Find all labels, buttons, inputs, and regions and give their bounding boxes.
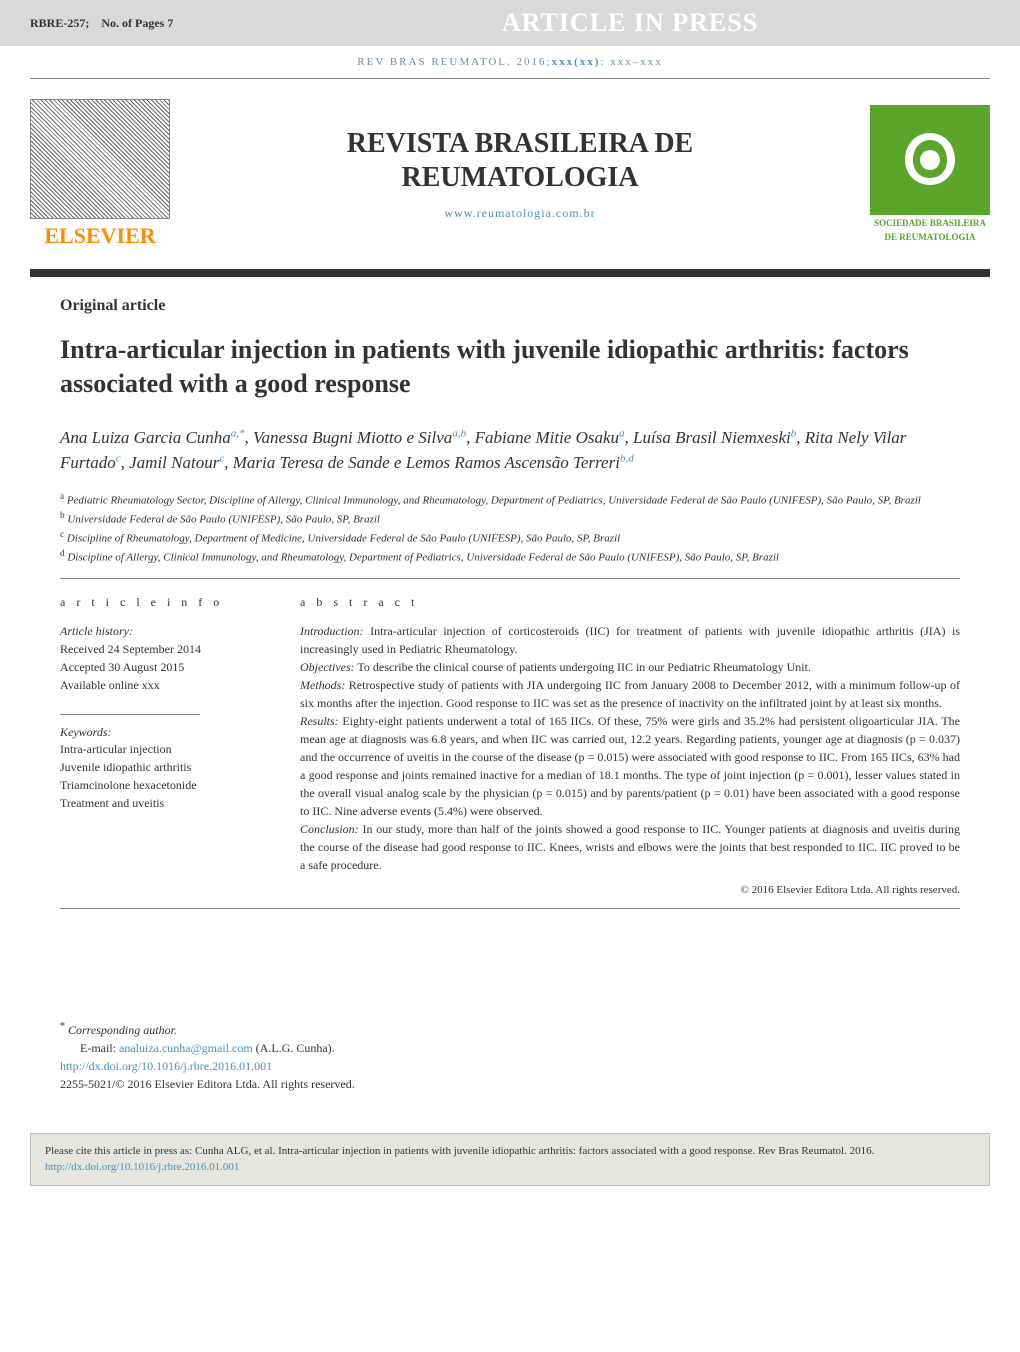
email-label: E-mail: xyxy=(80,1041,116,1055)
citation-vol: xxx(xx) xyxy=(552,56,601,68)
conclusion-label: Conclusion: xyxy=(300,822,359,836)
keyword: Triamcinolone hexacetonide xyxy=(60,776,260,794)
abstract-heading: a b s t r a c t xyxy=(300,595,960,610)
affiliation-line: c Discipline of Rheumatology, Department… xyxy=(60,528,960,547)
corresponding-author-block: * Corresponding author. E-mail: analuiza… xyxy=(60,1019,960,1093)
article-in-press-banner: ARTICLE IN PRESS xyxy=(270,8,990,38)
doc-id-block: RBRE-257; No. of Pages 7 xyxy=(30,16,270,31)
society-logo: SOCIEDADE BRASILEIRA DE REUMATOLOGIA xyxy=(870,105,990,243)
running-citation: REV BRAS REUMATOL. 2016;xxx(xx): xxx–xxx xyxy=(0,46,1020,78)
society-logo-icon xyxy=(870,105,990,215)
affiliation-line: d Discipline of Allergy, Clinical Immuno… xyxy=(60,547,960,566)
history-label: Article history: xyxy=(60,622,260,640)
methods-label: Methods: xyxy=(300,678,345,692)
rule-below-abstract xyxy=(60,908,960,909)
keywords-list: Intra-articular injectionJuvenile idiopa… xyxy=(60,740,260,812)
info-abstract-columns: a r t i c l e i n f o Article history: R… xyxy=(60,595,960,896)
journal-header: ELSEVIER REVISTA BRASILEIRA DE REUMATOLO… xyxy=(0,79,1020,269)
objectives-label: Objectives: xyxy=(300,660,355,674)
intro-label: Introduction: xyxy=(300,624,364,638)
doc-id: RBRE-257; xyxy=(30,16,89,30)
abstract-col: a b s t r a c t Introduction: Intra-arti… xyxy=(300,595,960,896)
pages-count: No. of Pages 7 xyxy=(101,16,173,30)
online-date: Available online xxx xyxy=(60,676,260,694)
journal-title-line2: REUMATOLOGIA xyxy=(200,161,840,195)
affiliation-line: a Pediatric Rheumatology Sector, Discipl… xyxy=(60,490,960,509)
keywords-label: Keywords: xyxy=(60,725,260,740)
cite-text: Please cite this article in press as: Cu… xyxy=(45,1145,874,1157)
article-type: Original article xyxy=(60,297,960,315)
journal-title-block: REVISTA BRASILEIRA DE REUMATOLOGIA www.r… xyxy=(200,127,840,221)
affiliation-line: b Universidade Federal de São Paulo (UNI… xyxy=(60,509,960,528)
cite-doi-link[interactable]: http://dx.doi.org/10.1016/j.rbre.2016.01… xyxy=(45,1161,239,1173)
article-title: Intra-articular injection in patients wi… xyxy=(60,333,960,401)
thick-divider xyxy=(30,269,990,277)
elsevier-wordmark: ELSEVIER xyxy=(30,223,170,249)
mini-rule xyxy=(60,714,200,715)
affiliations-block: a Pediatric Rheumatology Sector, Discipl… xyxy=(60,490,960,567)
results-text: Eighty-eight patients underwent a total … xyxy=(300,714,960,818)
doi-link[interactable]: http://dx.doi.org/10.1016/j.rbre.2016.01… xyxy=(60,1059,272,1073)
accepted-date: Accepted 30 August 2015 xyxy=(60,658,260,676)
corr-label: Corresponding author. xyxy=(68,1023,177,1037)
email-author: (A.L.G. Cunha). xyxy=(253,1041,335,1055)
spacer xyxy=(60,939,960,999)
article-history: Article history: Received 24 September 2… xyxy=(60,622,260,704)
journal-title-line1: REVISTA BRASILEIRA DE xyxy=(200,127,840,161)
objectives-text: To describe the clinical course of patie… xyxy=(355,660,811,674)
citation-prefix: REV BRAS REUMATOL. 2016; xyxy=(357,56,551,68)
society-name-line1: SOCIEDADE BRASILEIRA xyxy=(870,219,990,229)
citation-suffix: : xxx–xxx xyxy=(600,56,662,68)
received-date: Received 24 September 2014 xyxy=(60,640,260,658)
intro-text: Intra-articular injection of corticoster… xyxy=(300,624,960,656)
results-label: Results: xyxy=(300,714,339,728)
please-cite-box: Please cite this article in press as: Cu… xyxy=(30,1133,990,1186)
keyword: Intra-articular injection xyxy=(60,740,260,758)
article-info-heading: a r t i c l e i n f o xyxy=(60,595,260,610)
methods-text: Retrospective study of patients with JIA… xyxy=(300,678,960,710)
article-info-col: a r t i c l e i n f o Article history: R… xyxy=(60,595,260,896)
keyword: Juvenile idiopathic arthritis xyxy=(60,758,260,776)
email-link[interactable]: analuiza.cunha@gmail.com xyxy=(119,1041,253,1055)
conclusion-text: In our study, more than half of the join… xyxy=(300,822,960,872)
issn-copyright: 2255-5021/© 2016 Elsevier Editora Ltda. … xyxy=(60,1075,960,1093)
abstract-body: Introduction: Intra-articular injection … xyxy=(300,622,960,874)
authors-line: Ana Luiza Garcia Cunhaa,*, Vanessa Bugni… xyxy=(60,425,960,476)
asterisk-icon: * xyxy=(60,1021,65,1032)
society-name-line2: DE REUMATOLOGIA xyxy=(870,233,990,243)
abstract-copyright: © 2016 Elsevier Editora Ltda. All rights… xyxy=(300,884,960,896)
elsevier-logo: ELSEVIER xyxy=(30,99,170,249)
rule-above-abstract xyxy=(60,578,960,579)
press-header: RBRE-257; No. of Pages 7 ARTICLE IN PRES… xyxy=(0,0,1020,46)
keyword: Treatment and uveitis xyxy=(60,794,260,812)
article-content: Original article Intra-articular injecti… xyxy=(0,277,1020,1113)
elsevier-tree-icon xyxy=(30,99,170,219)
journal-website-link[interactable]: www.reumatologia.com.br xyxy=(200,206,840,221)
